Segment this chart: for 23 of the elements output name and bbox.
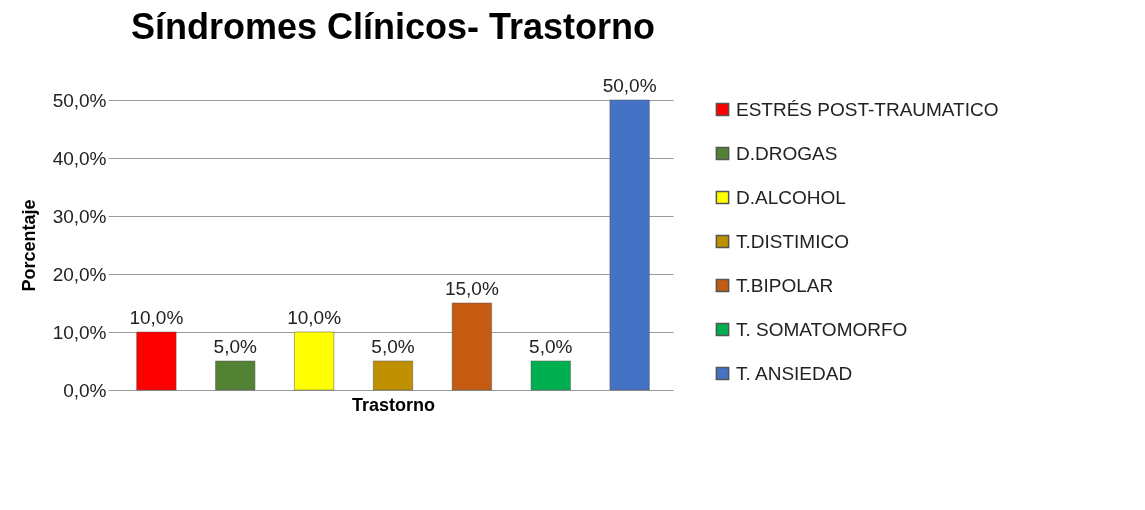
- legend-label: T. SOMATOMORFO: [736, 318, 908, 340]
- legend-label: T.BIPOLAR: [736, 274, 834, 296]
- legend-label: D.ALCOHOL: [736, 186, 846, 208]
- x-axis-title: Trastorno: [351, 394, 436, 415]
- y-axis-title: Porcentaje: [18, 199, 39, 292]
- data-label: 50,0%: [602, 75, 657, 96]
- data-label: 10,0%: [287, 307, 342, 328]
- y-tick-label: 30,0%: [52, 205, 107, 227]
- legend-label: ESTRÉS POST-TRAUMATICO: [736, 98, 999, 120]
- y-tick-label: 0,0%: [63, 379, 107, 401]
- chart-title: Síndromes Clínicos- Trastorno: [130, 6, 656, 47]
- data-label: 5,0%: [529, 336, 573, 357]
- y-tick-label: 20,0%: [52, 263, 107, 285]
- y-tick-label: 10,0%: [52, 321, 107, 343]
- y-tick-label: 40,0%: [52, 147, 107, 169]
- data-label: 5,0%: [213, 336, 258, 357]
- legend-label: T.DISTIMICO: [736, 230, 849, 252]
- legend-label: D.DROGAS: [736, 142, 838, 164]
- data-label: 15,0%: [444, 278, 499, 299]
- data-label: 10,0%: [129, 307, 184, 328]
- legend-label: T. ANSIEDAD: [736, 362, 853, 384]
- data-label: 5,0%: [371, 336, 415, 357]
- y-tick-label: 50,0%: [52, 89, 107, 111]
